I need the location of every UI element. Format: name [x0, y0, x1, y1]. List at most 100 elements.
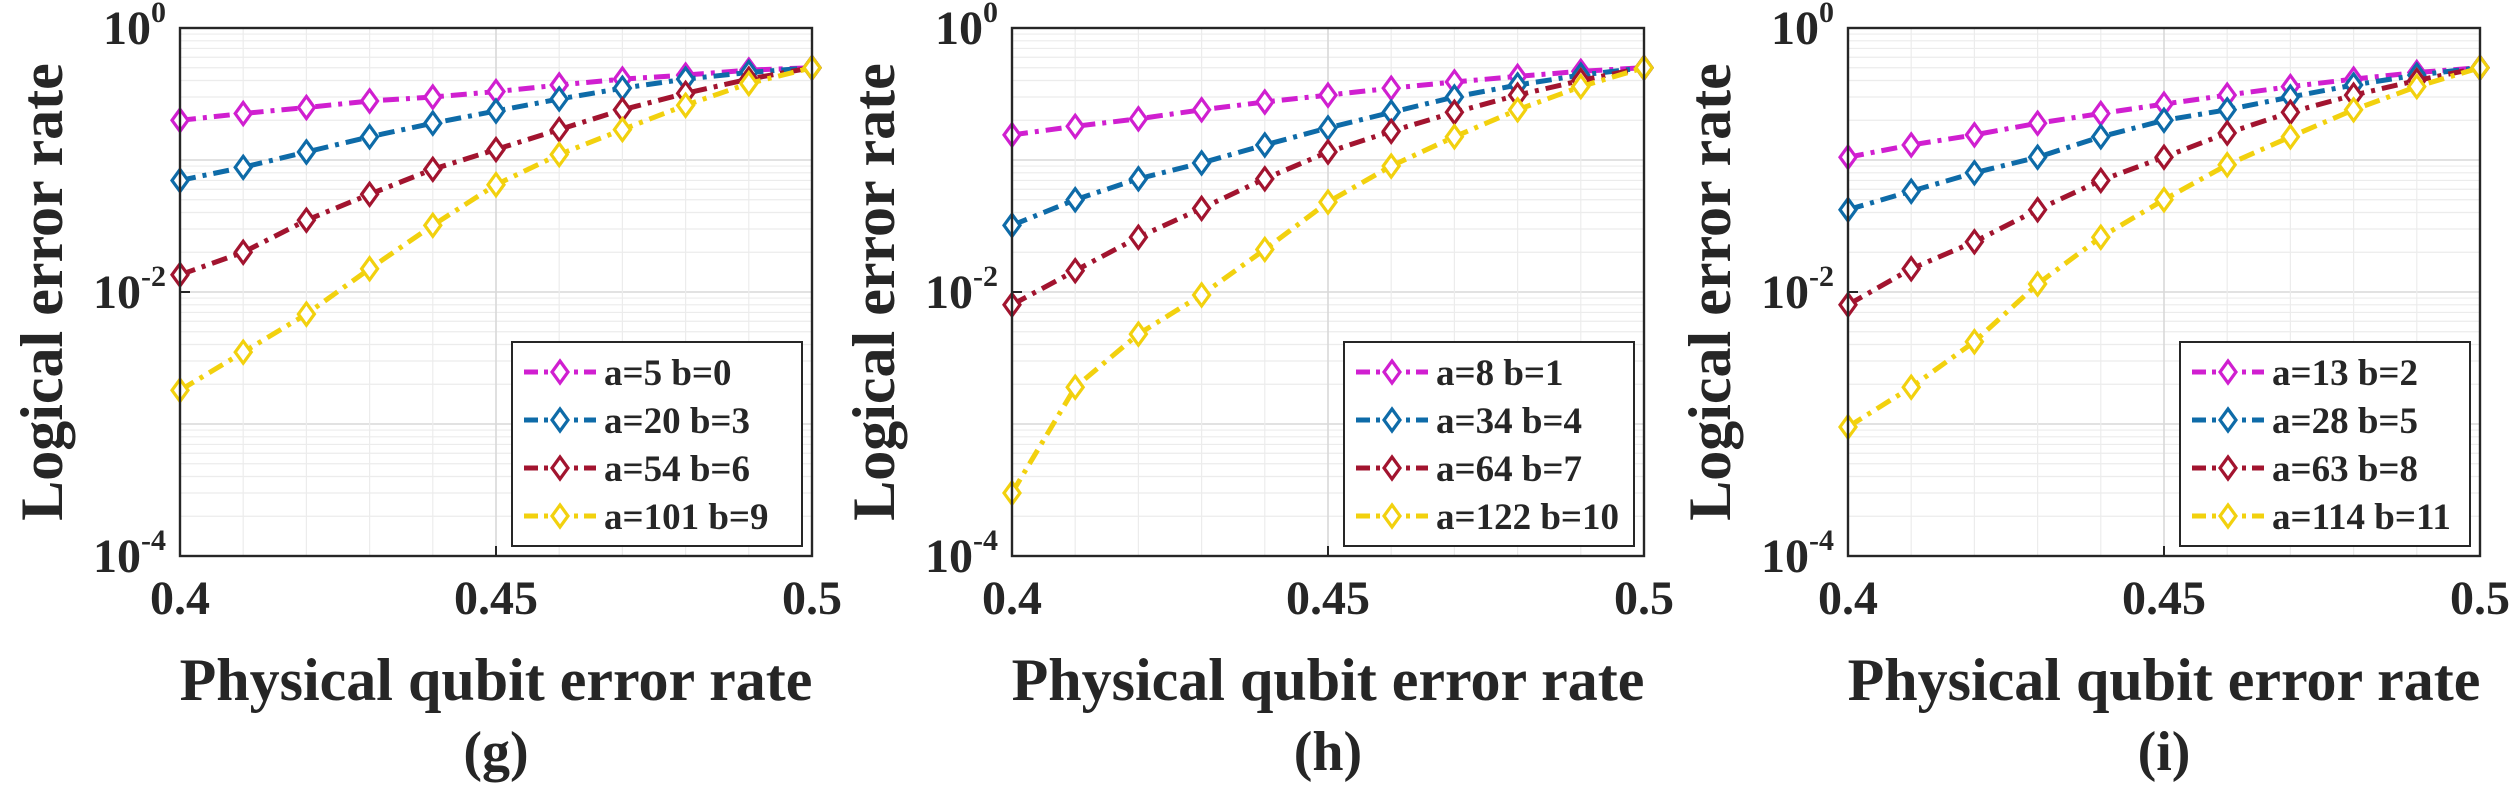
data-point	[1254, 88, 1275, 116]
legend-marker	[2218, 454, 2238, 482]
data-point	[1901, 177, 1922, 205]
panel-label: (i)	[2138, 721, 2191, 783]
data-point	[1191, 96, 1212, 124]
y-tick-base: 10	[1761, 266, 1809, 319]
data-point	[1318, 188, 1338, 216]
legend-label: a=122 b=10	[1436, 497, 1619, 538]
legend-marker	[2218, 358, 2238, 386]
y-tick-base: 10	[1771, 2, 1819, 55]
data-point	[2154, 186, 2174, 214]
y-tick-exponent: 0	[983, 0, 998, 29]
legend-label: a=54 b=6	[604, 449, 750, 490]
data-point	[1191, 194, 1212, 223]
data-point	[1128, 105, 1149, 133]
y-tick-label: 10-4	[925, 524, 998, 583]
data-point	[1128, 320, 1149, 348]
data-point	[2280, 123, 2301, 151]
legend-label: a=28 b=5	[2272, 401, 2418, 442]
y-tick-exponent: 0	[1819, 0, 1834, 29]
data-point	[2343, 96, 2364, 124]
data-point	[1191, 281, 1212, 309]
y-tick-base: 10	[925, 266, 973, 319]
data-point	[486, 135, 506, 164]
legend-label: a=63 b=8	[2272, 449, 2418, 490]
legend-marker	[550, 502, 570, 530]
data-point	[1065, 373, 1086, 401]
x-tick-label: 0.45	[454, 572, 538, 625]
legend-marker	[550, 358, 570, 386]
x-axis-label: Physical qubit error rate	[180, 647, 813, 713]
legend-marker	[2218, 502, 2238, 530]
y-tick-label: 100	[103, 0, 166, 55]
data-point	[2090, 223, 2111, 251]
x-tick-label: 0.5	[782, 572, 842, 625]
y-tick-exponent: -4	[141, 524, 166, 557]
legend-label: a=101 b=9	[604, 497, 769, 538]
y-tick-label: 100	[1771, 0, 1834, 55]
data-point	[296, 138, 317, 166]
data-point	[1444, 123, 1465, 151]
data-point	[422, 83, 443, 111]
legend-label: a=13 b=2	[2272, 353, 2418, 394]
data-point	[422, 109, 443, 137]
data-point	[549, 85, 570, 113]
y-tick-label: 10-4	[93, 524, 166, 583]
y-tick-base: 10	[93, 266, 141, 319]
data-point	[233, 338, 254, 366]
data-point	[738, 69, 759, 98]
series-line	[1009, 65, 1645, 495]
data-point	[1065, 256, 1086, 285]
legend-label: a=34 b=4	[1436, 401, 1582, 442]
legend: a=8 b=1 a=34 b=4 a=64 b=7 a=122 b=10	[1343, 341, 1635, 547]
y-tick-label: 10-4	[1761, 524, 1834, 583]
data-point	[296, 206, 317, 234]
data-point	[233, 238, 254, 266]
legend-label: a=114 b=11	[2272, 497, 2451, 538]
data-point	[2027, 109, 2048, 137]
legend-label: a=20 b=3	[604, 401, 750, 442]
data-point	[2090, 123, 2111, 151]
legend-marker	[550, 406, 570, 434]
data-point	[296, 300, 317, 328]
data-point	[1128, 223, 1149, 251]
data-point	[1964, 159, 1985, 187]
y-tick-base: 10	[925, 530, 973, 583]
y-axis-label: Logical error rate	[1677, 63, 1743, 521]
legend-label: a=8 b=1	[1436, 353, 1564, 394]
data-point	[359, 255, 380, 283]
data-point	[1065, 186, 1086, 214]
legend: a=13 b=2 a=28 b=5 a=63 b=8 a=114 b=11	[2179, 341, 2471, 547]
y-tick-exponent: -2	[141, 260, 166, 293]
data-point	[2027, 196, 2048, 224]
data-point	[2154, 106, 2174, 134]
x-axis-label: Physical qubit error rate	[1012, 647, 1645, 713]
x-tick-label: 0.45	[2122, 572, 2206, 625]
legend-label: a=5 b=0	[604, 353, 732, 394]
data-point	[1901, 373, 1922, 401]
data-point	[296, 93, 317, 122]
x-tick-label: 0.4	[982, 572, 1042, 625]
data-point	[549, 140, 570, 169]
x-tick-label: 0.4	[150, 572, 210, 625]
data-point	[1128, 165, 1149, 193]
data-point	[359, 123, 380, 151]
y-tick-label: 10-2	[93, 260, 166, 319]
x-tick-label: 0.5	[2450, 572, 2510, 625]
data-point	[1381, 117, 1402, 146]
data-point	[1381, 152, 1402, 180]
legend: a=5 b=0 a=20 b=3 a=54 b=6 a=101 b=9	[511, 341, 803, 547]
y-tick-label: 100	[935, 0, 998, 55]
x-tick-label: 0.45	[1286, 572, 1370, 625]
data-point	[2027, 143, 2048, 171]
data-point	[675, 91, 696, 119]
data-point	[1254, 235, 1275, 264]
data-point	[422, 155, 443, 184]
data-point	[359, 87, 380, 115]
data-point	[1570, 72, 1591, 101]
y-axis-label: Logical error rate	[9, 63, 75, 521]
data-point	[1964, 121, 1985, 149]
data-point	[2217, 119, 2238, 147]
